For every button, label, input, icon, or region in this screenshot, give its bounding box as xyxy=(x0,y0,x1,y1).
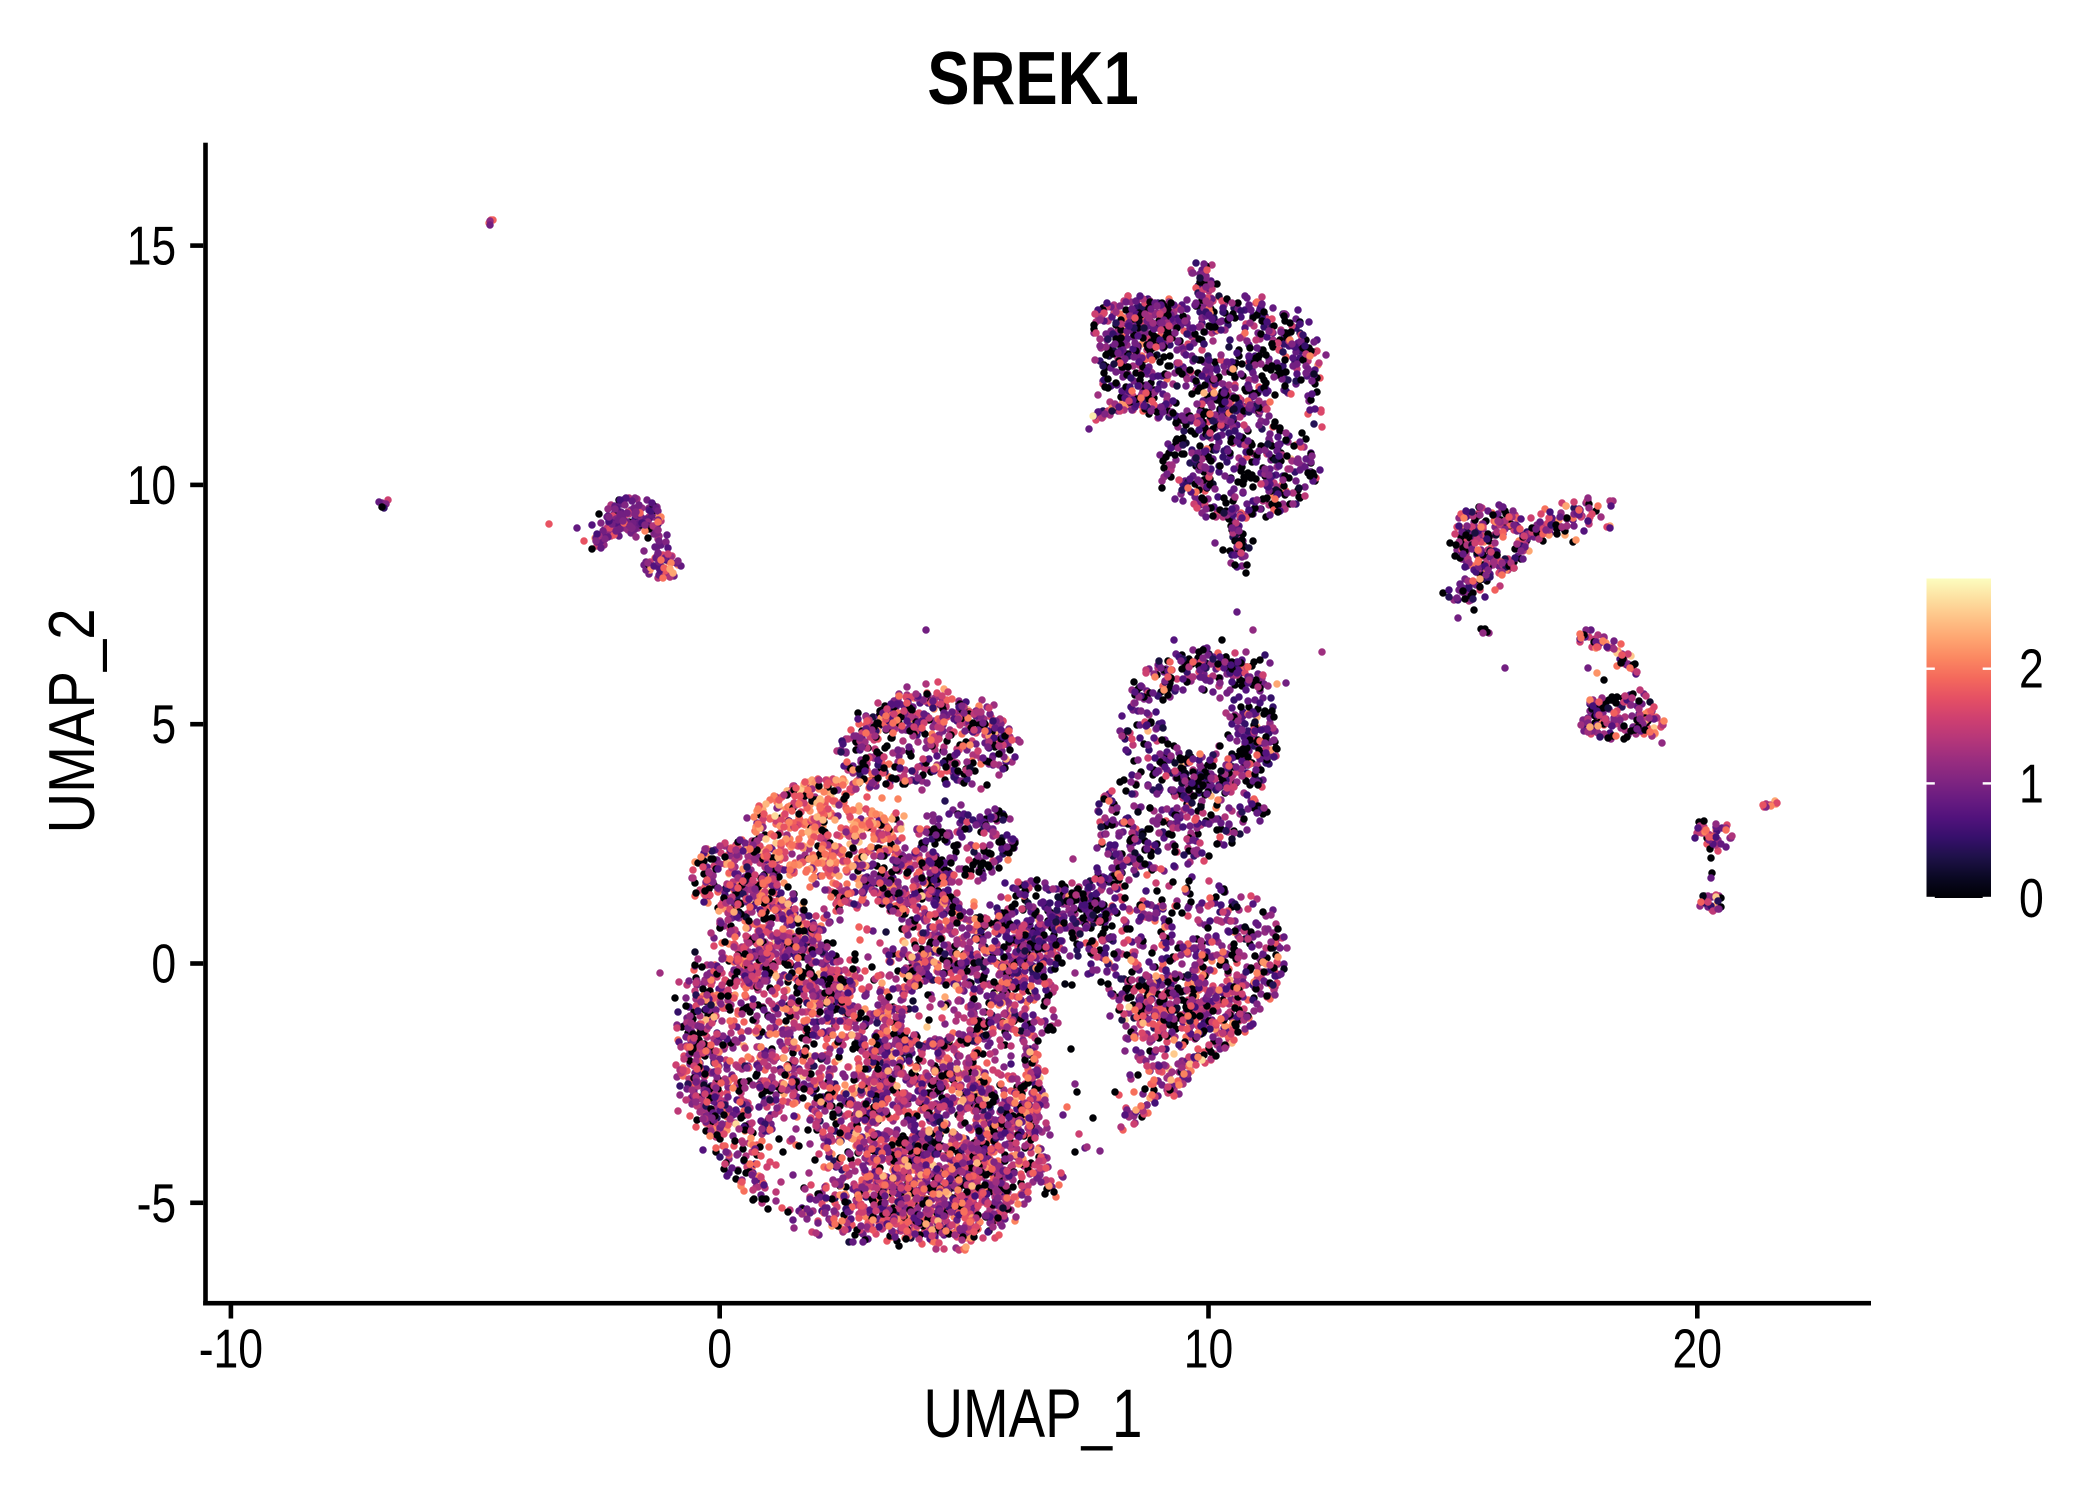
svg-text:5: 5 xyxy=(151,693,176,755)
svg-text:10: 10 xyxy=(127,454,177,516)
svg-text:2: 2 xyxy=(2019,638,2044,700)
svg-text:UMAP_2: UMAP_2 xyxy=(35,609,108,834)
svg-text:10: 10 xyxy=(1184,1318,1234,1380)
svg-text:-10: -10 xyxy=(199,1318,263,1380)
svg-text:15: 15 xyxy=(127,215,177,277)
svg-text:0: 0 xyxy=(2019,867,2044,929)
svg-text:20: 20 xyxy=(1673,1318,1723,1380)
svg-text:-5: -5 xyxy=(137,1172,177,1234)
svg-text:SREK1: SREK1 xyxy=(927,36,1139,120)
svg-text:0: 0 xyxy=(707,1318,732,1380)
svg-text:1: 1 xyxy=(2019,752,2044,814)
svg-text:UMAP_1: UMAP_1 xyxy=(924,1375,1143,1452)
svg-text:0: 0 xyxy=(151,933,176,995)
